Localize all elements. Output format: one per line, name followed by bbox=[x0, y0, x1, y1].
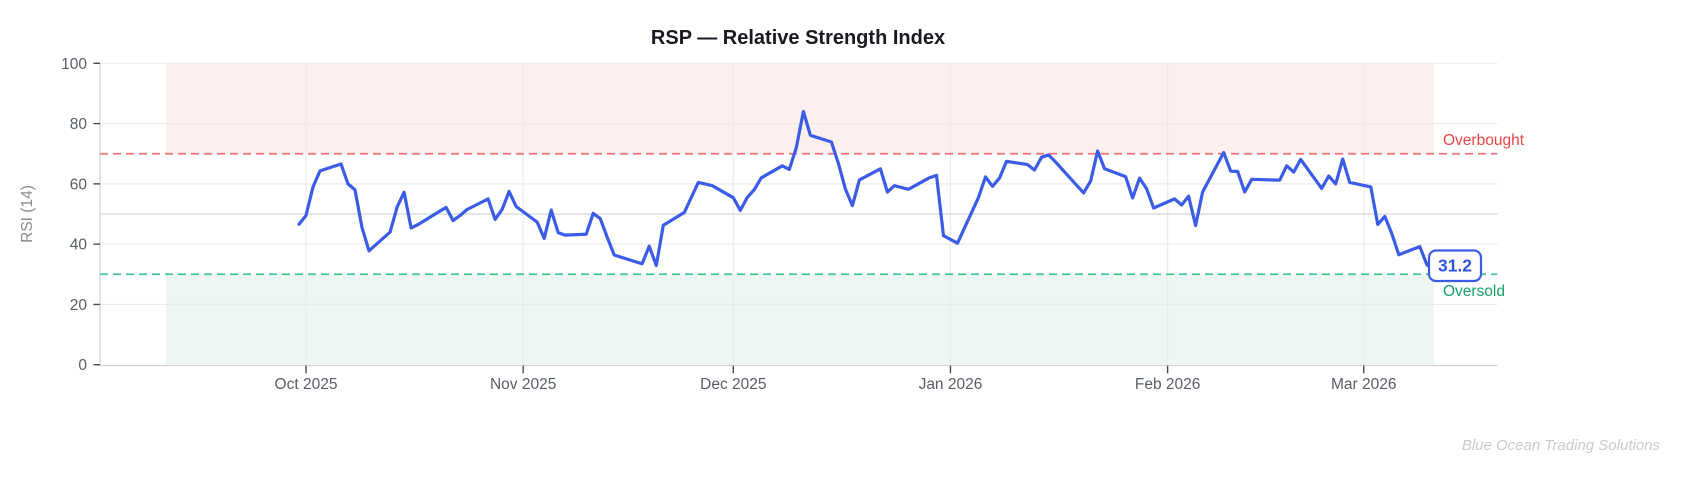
x-tick-label: Jan 2026 bbox=[919, 376, 983, 393]
last-value-box bbox=[1427, 249, 1483, 283]
x-tick-label: Nov 2025 bbox=[490, 376, 556, 393]
y-tick-label: 100 bbox=[61, 56, 87, 73]
x-axis-ticks: Oct 2025 Nov 2025 Dec 2025 Jan 2026 Feb 2026… bbox=[275, 365, 1396, 393]
x-tick-label: Dec 2025 bbox=[700, 376, 766, 393]
y-tick-label: 60 bbox=[70, 176, 88, 193]
x-tick-label: Mar 2026 bbox=[1331, 376, 1396, 393]
y-axis-ticks: 0 20 40 60 80 100 bbox=[61, 56, 100, 374]
overbought-label: Overbought bbox=[1443, 132, 1525, 149]
chart-title: RSP — Relative Strength Index bbox=[651, 27, 945, 49]
y-tick-label: 40 bbox=[70, 237, 88, 254]
x-tick-label: Oct 2025 bbox=[275, 376, 338, 393]
threshold-bands bbox=[165, 63, 1434, 365]
oversold-label: Oversold bbox=[1443, 283, 1505, 300]
gridlines bbox=[100, 62, 1498, 365]
last-value-text: 31.2 bbox=[1438, 256, 1472, 276]
rsi-line-series bbox=[297, 109, 1436, 273]
oversold-band bbox=[165, 274, 1434, 365]
y-axis-label: RSI (14) bbox=[19, 185, 36, 243]
last-value-badge: 31.2 bbox=[1427, 249, 1483, 283]
x-tick-label: Feb 2026 bbox=[1135, 376, 1201, 393]
threshold-lines bbox=[100, 152, 1498, 276]
y-tick-label: 0 bbox=[78, 357, 87, 374]
watermark: Blue Ocean Trading Solutions bbox=[1462, 437, 1661, 454]
overbought-band bbox=[165, 63, 1434, 154]
y-tick-label: 80 bbox=[70, 116, 88, 133]
y-tick-label: 20 bbox=[70, 297, 88, 314]
axes-spines bbox=[99, 63, 1498, 367]
